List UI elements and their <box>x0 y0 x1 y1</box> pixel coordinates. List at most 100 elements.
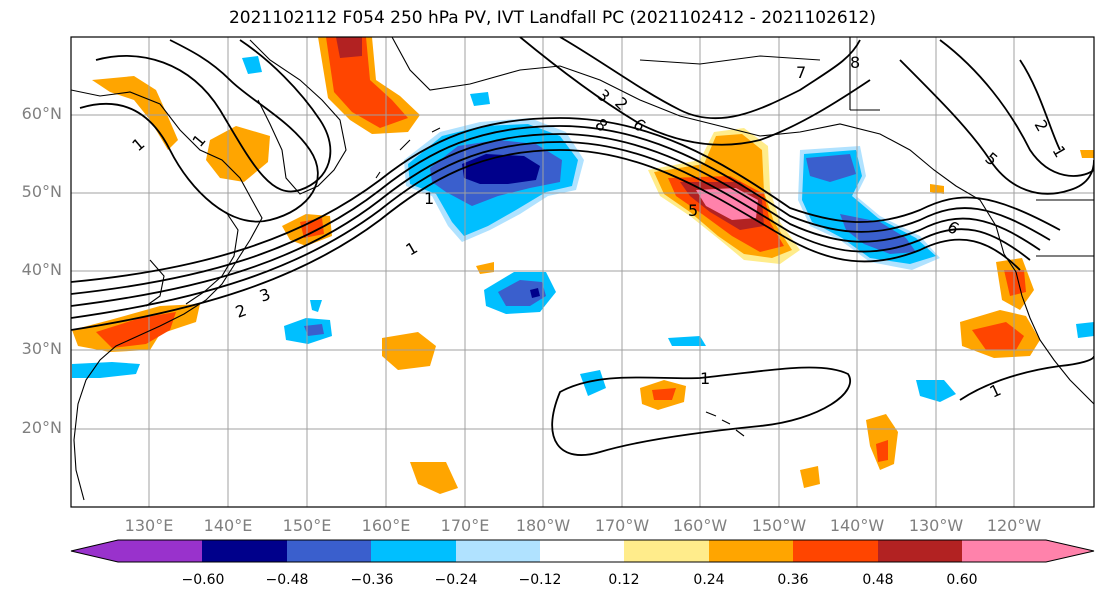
lon-label: 130°E <box>124 516 174 535</box>
shade-negative <box>242 56 262 74</box>
contour-line <box>559 37 861 120</box>
shade-negative <box>806 154 856 182</box>
shade-negative <box>310 300 322 312</box>
contour-line <box>95 39 332 193</box>
shade-positive <box>92 76 178 150</box>
contour-label: 8 <box>850 53 860 72</box>
contour-label: 7 <box>796 63 806 82</box>
lon-label: 150°E <box>282 516 332 535</box>
coastlines <box>71 37 1094 501</box>
lon-label: 150°W <box>751 516 807 535</box>
coast-hawaii <box>705 411 745 437</box>
lat-label: 40°N <box>21 260 62 279</box>
lon-label: 180°W <box>515 516 571 535</box>
lat-label: 20°N <box>21 418 62 437</box>
colorbar-tick: 0.36 <box>777 572 809 588</box>
colorbar-segment <box>962 540 1094 562</box>
colorbar-segment <box>793 540 878 562</box>
shade-negative <box>668 336 706 346</box>
shade-positive <box>326 37 408 128</box>
shade-negative <box>1076 322 1094 338</box>
shade-negative <box>580 370 606 396</box>
contour-label: 5 <box>688 201 698 220</box>
contours <box>71 37 1094 456</box>
shade-positive <box>382 332 436 370</box>
colorbar-segment <box>540 540 624 562</box>
shade-negative <box>470 92 490 106</box>
lat-label: 60°N <box>21 104 62 123</box>
coast-canada-inland <box>849 37 1094 257</box>
colorbar-tick: −0.36 <box>350 572 394 588</box>
shade-negative <box>72 362 140 378</box>
shade-positive <box>652 388 676 400</box>
colorbar-segment <box>456 540 540 562</box>
shade-negative <box>530 288 540 298</box>
colorbar-tick: −0.24 <box>434 572 478 588</box>
contour-line <box>71 133 1041 307</box>
colorbar-outline <box>70 539 1095 563</box>
colorbar-tick: 0.24 <box>693 572 725 588</box>
colorbar-segments <box>71 540 1094 562</box>
colorbar-segment <box>709 540 793 562</box>
shade-positive <box>410 462 458 494</box>
shade-positive <box>930 184 944 194</box>
shade-negative <box>304 324 324 336</box>
colorbar-tick: −0.12 <box>518 572 562 588</box>
shade-positive <box>1080 150 1094 158</box>
lon-label: 140°W <box>829 516 885 535</box>
shade-positive <box>336 37 362 58</box>
colorbar-tick: −0.48 <box>265 572 309 588</box>
map-frame <box>70 36 1095 508</box>
coast-alaska-inland <box>639 55 821 65</box>
map-title: 2021102112 F054 250 hPa PV, IVT Landfall… <box>228 8 876 28</box>
colorbar-segment <box>71 540 202 562</box>
contour-line <box>1019 59 1061 151</box>
lon-label: 160°E <box>361 516 411 535</box>
shade-negative <box>840 214 916 254</box>
contour-line <box>71 125 1051 295</box>
coast-korea <box>145 259 165 307</box>
lon-label: 170°W <box>594 516 650 535</box>
contour-line <box>71 117 1061 283</box>
contour-line <box>939 39 1094 177</box>
coast-westus <box>1003 253 1094 405</box>
contour-line <box>71 149 1021 331</box>
colorbar-segment <box>287 540 371 562</box>
lon-label: 120°W <box>986 516 1042 535</box>
coast-asia <box>71 89 263 501</box>
coast-aleutians <box>375 127 441 179</box>
colorbar-tick: −0.60 <box>181 572 225 588</box>
colorbar-tick: 0.12 <box>608 572 640 588</box>
contour-line <box>79 39 319 223</box>
graticule <box>71 37 1094 507</box>
contour-line <box>899 59 1094 195</box>
coast-japan <box>185 211 239 305</box>
lon-label: 170°E <box>440 516 490 535</box>
colorbar-segment <box>624 540 709 562</box>
contour-line <box>959 355 1094 401</box>
shade-negative <box>498 280 546 306</box>
contour-line <box>71 141 1031 319</box>
shade-positive <box>972 322 1024 350</box>
lon-label: 160°W <box>672 516 728 535</box>
shade-positive <box>96 312 176 348</box>
contour-line <box>551 366 851 456</box>
colorbar-segment <box>878 540 962 562</box>
colorbar-segment <box>202 540 287 562</box>
coast-alaska <box>391 37 1005 255</box>
shade-positive <box>876 440 888 462</box>
contour-line <box>519 37 871 146</box>
lon-label: 130°W <box>908 516 964 535</box>
contour-label: 1 <box>424 189 434 208</box>
shade-positive <box>300 218 324 238</box>
colorbar-tick: 0.48 <box>862 572 894 588</box>
colorbar-segment <box>371 540 456 562</box>
contour-label: 1 <box>700 369 710 388</box>
colorbar-tick: 0.60 <box>946 572 978 588</box>
shade-positive <box>206 126 270 182</box>
lat-label: 30°N <box>21 339 62 358</box>
lon-label: 140°E <box>203 516 253 535</box>
lat-label: 50°N <box>21 182 62 201</box>
